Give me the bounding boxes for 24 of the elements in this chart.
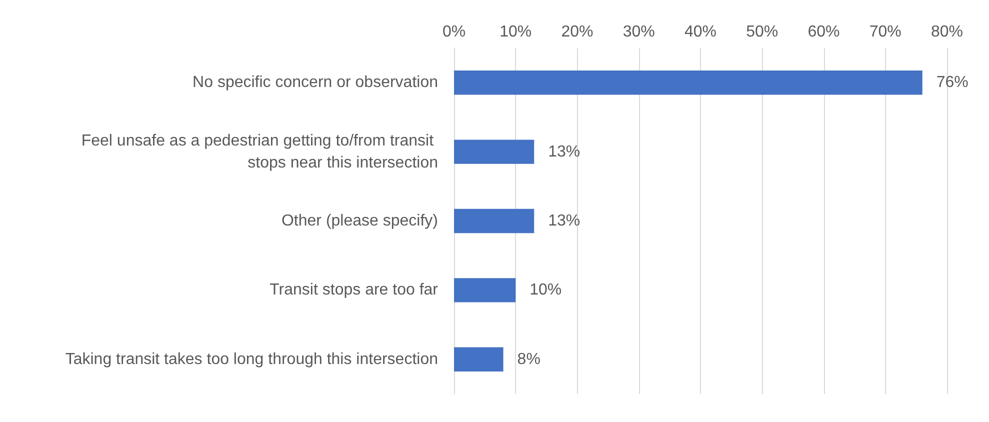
bar: [454, 140, 534, 164]
y-tick-label: Other (please specify): [281, 212, 438, 230]
x-tick-label: 50%: [746, 24, 778, 40]
x-tick-label: 40%: [684, 24, 717, 40]
x-tick-label: 0%: [442, 24, 466, 40]
y-tick-label: Taking transit takes too long through this intersection: [65, 350, 438, 368]
x-tick-label: 30%: [622, 24, 655, 40]
data-label: 13%: [548, 212, 580, 230]
y-tick-label: Transit stops are too far: [270, 282, 439, 299]
x-tick-label: 80%: [930, 24, 964, 40]
bar: [454, 208, 534, 234]
x-tick-label: 60%: [808, 24, 840, 40]
x-tick-label: 10%: [500, 24, 532, 40]
data-label: 8%: [517, 350, 540, 368]
data-label: 10%: [530, 282, 562, 299]
x-tick-label: 20%: [561, 24, 594, 40]
bar: [454, 70, 922, 95]
data-label: 13%: [548, 143, 580, 160]
bar: [454, 347, 504, 372]
data-label: 76%: [936, 74, 968, 92]
y-tick-label: No specific concern or observation: [192, 74, 438, 92]
y-tick-label: Feel unsafe as a pedestrian getting to/from transit stops near this intersection: [81, 132, 438, 172]
x-tick-label: 70%: [869, 24, 902, 40]
bar: [454, 278, 516, 302]
